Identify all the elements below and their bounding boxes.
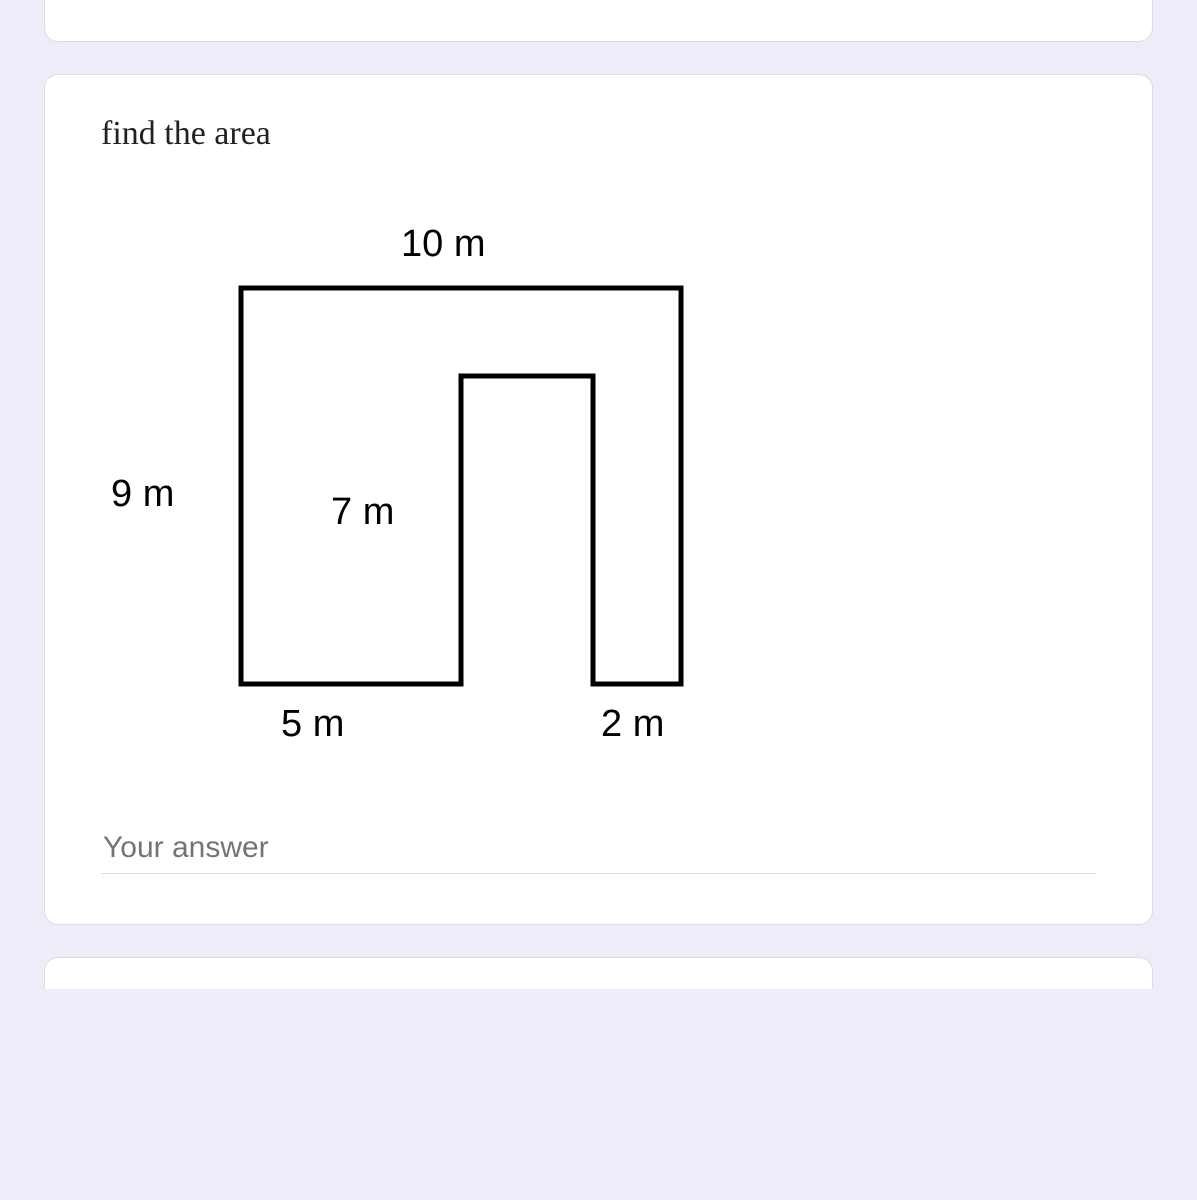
area-figure: 10 m 9 m 7 m 5 m 2 m [101,223,721,763]
previous-card-stub [44,0,1153,42]
label-top: 10 m [401,223,485,266]
question-title: find the area [101,115,1096,153]
label-left: 9 m [111,473,174,516]
next-card-stub [44,957,1153,989]
question-card: find the area 10 m 9 m 7 m 5 m 2 m [44,74,1153,925]
polygon-diagram [101,223,721,763]
label-notch-left: 7 m [331,491,394,534]
label-bottom-left: 5 m [281,703,344,746]
answer-input[interactable] [101,823,1096,874]
label-bottom-right: 2 m [601,703,664,746]
